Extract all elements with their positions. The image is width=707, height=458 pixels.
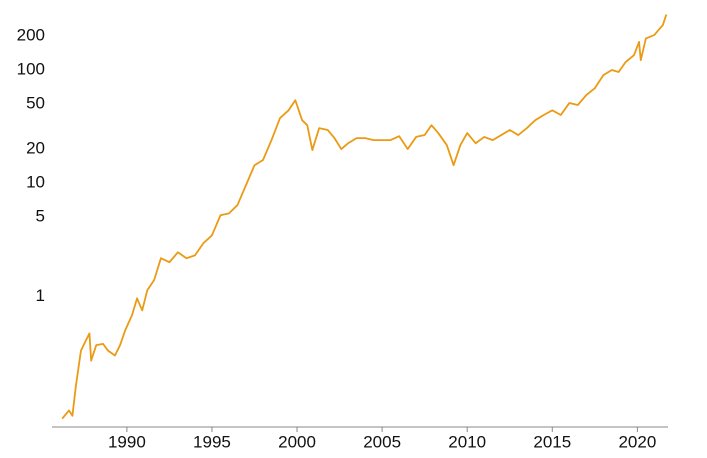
x-tick-label: 1995 (193, 432, 231, 451)
y-tick-label: 10 (26, 173, 45, 192)
y-tick-label: 200 (17, 25, 45, 44)
price-line (61, 14, 668, 420)
x-tick-label: 2015 (533, 432, 571, 451)
x-tick-label: 2005 (363, 432, 401, 451)
x-tick-label: 1990 (108, 432, 146, 451)
x-tick-label: 2020 (618, 432, 656, 451)
y-tick-label: 100 (17, 59, 45, 78)
y-tick-label: 5 (36, 207, 45, 226)
x-tick-label: 2010 (448, 432, 486, 451)
x-tick-label: 2000 (278, 432, 316, 451)
y-tick-label: 50 (26, 94, 45, 113)
y-tick-label: 1 (36, 286, 45, 305)
y-tick-label: 20 (26, 139, 45, 158)
